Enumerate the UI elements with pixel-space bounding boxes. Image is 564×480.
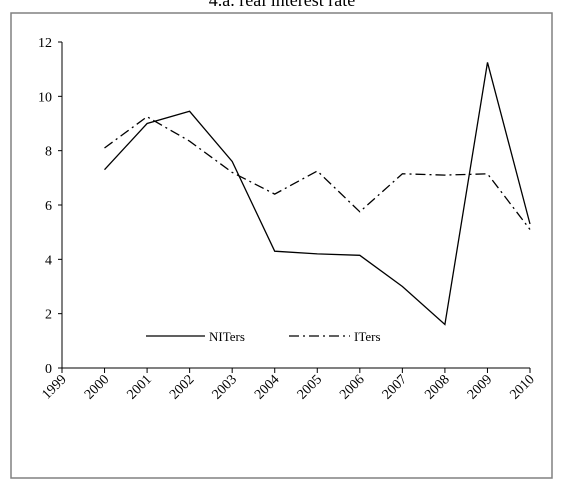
series-line-niters: [104, 62, 531, 326]
x-tick-label: 2001: [125, 372, 155, 402]
series-group: [104, 62, 531, 326]
x-tick-label: 2004: [252, 372, 282, 402]
x-tick-label: 2007: [380, 372, 410, 402]
x-tick-label: 2008: [422, 372, 452, 402]
y-tick-label: 10: [38, 90, 52, 105]
legend-label-iters: ITers: [354, 329, 381, 344]
x-tick-label: 2005: [295, 372, 325, 402]
x-tick-label: 2006: [337, 372, 367, 402]
y-tick-label: 4: [45, 253, 52, 268]
x-tick-label: 2009: [465, 372, 495, 402]
chart-title: 4.a. real interest rate: [208, 0, 356, 10]
y-tick-label: 8: [45, 145, 52, 160]
y-tick-label: 12: [38, 36, 52, 51]
legend: NITers ITers: [146, 329, 381, 344]
x-tick-label: 2010: [507, 372, 537, 402]
chart-border: [10, 12, 553, 479]
x-tick-label: 2003: [210, 372, 240, 402]
legend-label-niters: NITers: [209, 329, 245, 344]
y-tick-label: 2: [45, 308, 52, 323]
x-tick-label: 2002: [167, 372, 197, 402]
x-tick-label: 1999: [39, 372, 69, 402]
y-tick-label: 6: [45, 199, 52, 214]
axes-group: 0 2 4 6 8 10 12 1999 2000 2001 2002 2003 2004 2005 200…: [38, 36, 538, 403]
series-line-iters: [104, 115, 531, 230]
x-tick-label: 2000: [82, 372, 112, 402]
y-tick-label: 0: [45, 362, 52, 377]
